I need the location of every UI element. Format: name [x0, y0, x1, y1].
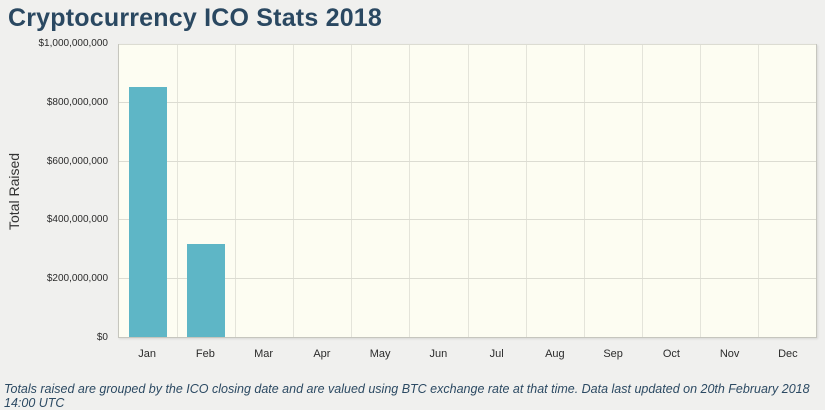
horizontal-gridline — [119, 44, 816, 45]
y-tick-label: $600,000,000 — [46, 155, 108, 167]
horizontal-gridline — [119, 102, 816, 104]
horizontal-gridline — [119, 160, 816, 162]
bar-jan[interactable] — [128, 87, 168, 337]
y-tick-label: $200,000,000 — [46, 273, 108, 285]
x-tick-label-nov: Nov — [719, 348, 740, 360]
y-tick-label: $0 — [96, 332, 108, 343]
vertical-gridline — [583, 45, 585, 337]
x-tick-label-jan: Jan — [138, 348, 156, 360]
vertical-gridline — [699, 45, 701, 337]
x-tick-label-sep: Sep — [603, 348, 623, 360]
x-tick-label-may: May — [369, 348, 391, 360]
x-tick-label-jul: Jul — [489, 348, 504, 360]
plot-area — [118, 44, 817, 338]
y-tick-label: $1,000,000,000 — [38, 38, 108, 49]
vertical-gridline — [351, 45, 353, 337]
page-title: Cryptocurrency ICO Stats 2018 — [8, 4, 383, 32]
chart-footnote: Totals raised are grouped by the ICO clo… — [4, 382, 810, 410]
vertical-gridline — [525, 45, 527, 337]
x-tick-label-jun: Jun — [429, 348, 448, 360]
vertical-gridline — [235, 45, 237, 337]
vertical-gridline — [641, 45, 643, 337]
x-tick-label-mar: Mar — [254, 348, 274, 360]
vertical-gridline — [177, 45, 179, 337]
x-tick-label-feb: Feb — [195, 348, 215, 360]
x-tick-label-apr: Apr — [313, 348, 331, 360]
horizontal-gridline — [119, 219, 816, 221]
vertical-gridline — [467, 45, 469, 337]
x-axis-labels: Jan Feb Mar Apr May Jun Jul Aug Sep Oct Nov Dec — [118, 348, 817, 362]
vertical-gridline — [409, 45, 411, 337]
y-tick-label: $800,000,000 — [46, 96, 108, 108]
bar-feb[interactable] — [186, 243, 226, 337]
x-tick-label-aug: Aug — [545, 348, 565, 360]
y-axis-ticks: $0 $200,000,000 $400,000,000 $600,000,000 $8… — [0, 38, 112, 343]
y-tick-label: $400,000,000 — [46, 214, 108, 226]
horizontal-gridline — [119, 277, 816, 279]
x-tick-label-dec: Dec — [778, 348, 798, 360]
vertical-gridline — [757, 45, 759, 337]
x-tick-label-oct: Oct — [662, 348, 680, 360]
vertical-gridline — [293, 45, 295, 337]
